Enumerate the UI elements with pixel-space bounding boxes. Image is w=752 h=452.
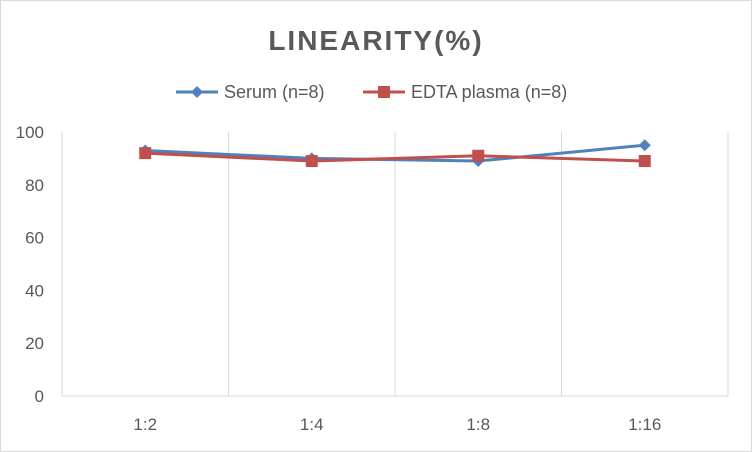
data-point-edta bbox=[472, 149, 485, 162]
axis-layer bbox=[61, 132, 729, 397]
legend-marker-serum bbox=[191, 86, 203, 98]
x-tick-label: 1:2 bbox=[133, 415, 157, 434]
series-layer bbox=[139, 139, 651, 168]
y-tick-label: 40 bbox=[25, 281, 44, 300]
x-tick-label: 1:8 bbox=[466, 415, 490, 434]
grid-layer bbox=[228, 132, 562, 396]
y-tick-label: 0 bbox=[35, 387, 44, 406]
y-tick-label: 100 bbox=[16, 123, 44, 142]
chart-title: LINEARITY(%) bbox=[268, 25, 483, 56]
y-tick-label: 60 bbox=[25, 229, 44, 248]
data-point-serum bbox=[638, 139, 651, 152]
data-point-edta bbox=[638, 155, 651, 168]
y-tick-label: 80 bbox=[25, 176, 44, 195]
legend: Serum (n=8) EDTA plasma (n=8) bbox=[176, 82, 567, 102]
tick-layer: 0 20 40 60 80 100 1:2 1:4 1:8 1:16 bbox=[16, 123, 662, 434]
legend-item-serum: Serum (n=8) bbox=[176, 82, 325, 102]
series-line-edta bbox=[145, 151, 645, 163]
x-tick-label: 1:4 bbox=[300, 415, 324, 434]
legend-item-edta: EDTA plasma (n=8) bbox=[363, 82, 567, 102]
data-point-edta bbox=[305, 155, 318, 168]
legend-marker-edta bbox=[378, 86, 390, 98]
data-point-edta bbox=[139, 147, 152, 160]
legend-label-edta: EDTA plasma (n=8) bbox=[411, 82, 567, 102]
x-tick-label: 1:16 bbox=[628, 415, 661, 434]
y-tick-label: 20 bbox=[25, 334, 44, 353]
legend-label-serum: Serum (n=8) bbox=[224, 82, 325, 102]
